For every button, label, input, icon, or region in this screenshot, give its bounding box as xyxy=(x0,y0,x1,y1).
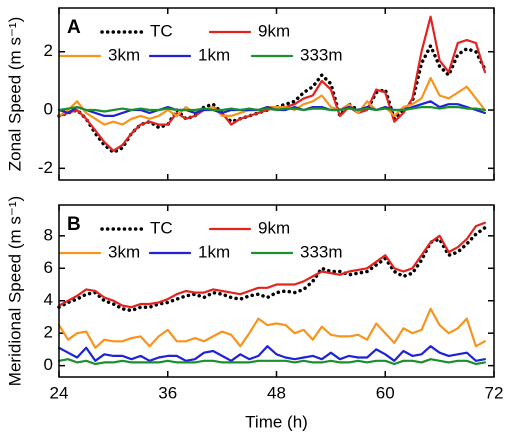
series-line xyxy=(57,358,486,366)
x-tick-label: 36 xyxy=(158,383,177,402)
series-line xyxy=(57,76,486,126)
legend-label: 333m xyxy=(300,45,343,64)
y-tick-label: 4 xyxy=(44,290,53,309)
panel-label: B xyxy=(67,214,81,235)
plot-frame xyxy=(58,7,495,181)
y-tick-label: 6 xyxy=(44,258,53,277)
x-tick-label: 48 xyxy=(267,383,286,402)
series-line xyxy=(57,106,486,113)
legend-label: 1km xyxy=(198,45,230,64)
series-line xyxy=(57,307,486,349)
legend-label: 9km xyxy=(258,218,290,237)
x-tick-label: 72 xyxy=(485,383,504,402)
x-tick-label: 24 xyxy=(50,383,69,402)
legend-label: 3km xyxy=(108,45,140,64)
x-tick-label: 60 xyxy=(376,383,395,402)
series-line xyxy=(57,221,486,309)
legend-label: 9km xyxy=(258,21,290,40)
legend-label: 333m xyxy=(300,242,343,261)
series-line xyxy=(57,345,486,362)
y-axis-label: Meridional Speed (m s⁻¹) xyxy=(5,196,24,386)
y-tick-label: -2 xyxy=(38,158,53,177)
plot-frame xyxy=(58,204,495,378)
legend-label: 3km xyxy=(108,242,140,261)
legend-label: TC xyxy=(150,21,173,40)
panel-label: A xyxy=(67,17,81,38)
y-tick-label: 2 xyxy=(44,323,53,342)
y-tick-label: 2 xyxy=(44,41,53,60)
series-line xyxy=(57,225,487,313)
legend-label: 1km xyxy=(198,242,230,261)
y-axis-label: Zonal Speed (m s⁻¹) xyxy=(5,17,24,171)
y-tick-label: 0 xyxy=(44,355,53,374)
y-tick-label: 0 xyxy=(44,100,53,119)
y-tick-label: 8 xyxy=(44,225,53,244)
legend-label: TC xyxy=(150,218,173,237)
x-axis-label: Time (h) xyxy=(245,412,308,431)
